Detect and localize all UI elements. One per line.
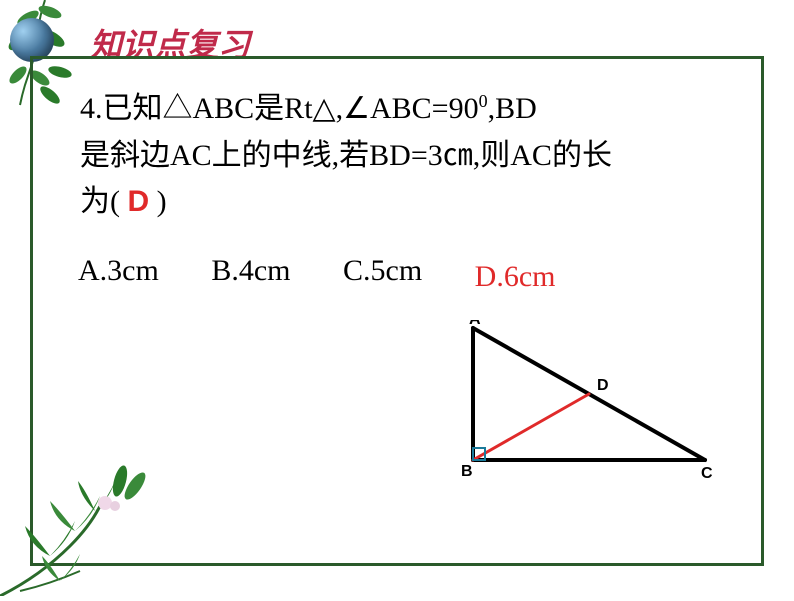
option-c: C.5cm <box>343 254 422 288</box>
question-line3-end: ) <box>157 185 167 218</box>
question-line1-end: ,BD <box>488 92 537 125</box>
question-line3-start: 为( <box>80 185 120 218</box>
svg-text:D: D <box>597 377 609 394</box>
option-b: B.4cm <box>211 254 290 288</box>
option-d: D.6cm <box>475 260 556 294</box>
degree-superscript: 0 <box>479 91 488 111</box>
question-line1: 已知△ABC是Rt△,∠ABC=90 <box>103 92 479 125</box>
svg-text:A: A <box>469 320 481 328</box>
question-number: 4. <box>80 92 103 125</box>
option-a: A.3cm <box>78 254 159 288</box>
options-row: A.3cm B.4cm C.5cm D.6cm <box>78 254 734 288</box>
decoration-bottom-left <box>0 456 200 596</box>
svg-text:C: C <box>701 465 713 482</box>
question-block: 4.已知△ABC是Rt△,∠ABC=900,BD 是斜边AC上的中线,若BD=3… <box>80 86 734 226</box>
svg-text:B: B <box>461 463 473 480</box>
answer-letter: D <box>128 185 150 218</box>
triangle-diagram: A B C D <box>445 320 735 495</box>
question-line2: 是斜边AC上的中线,若BD=3㎝,则AC的长 <box>80 139 612 172</box>
